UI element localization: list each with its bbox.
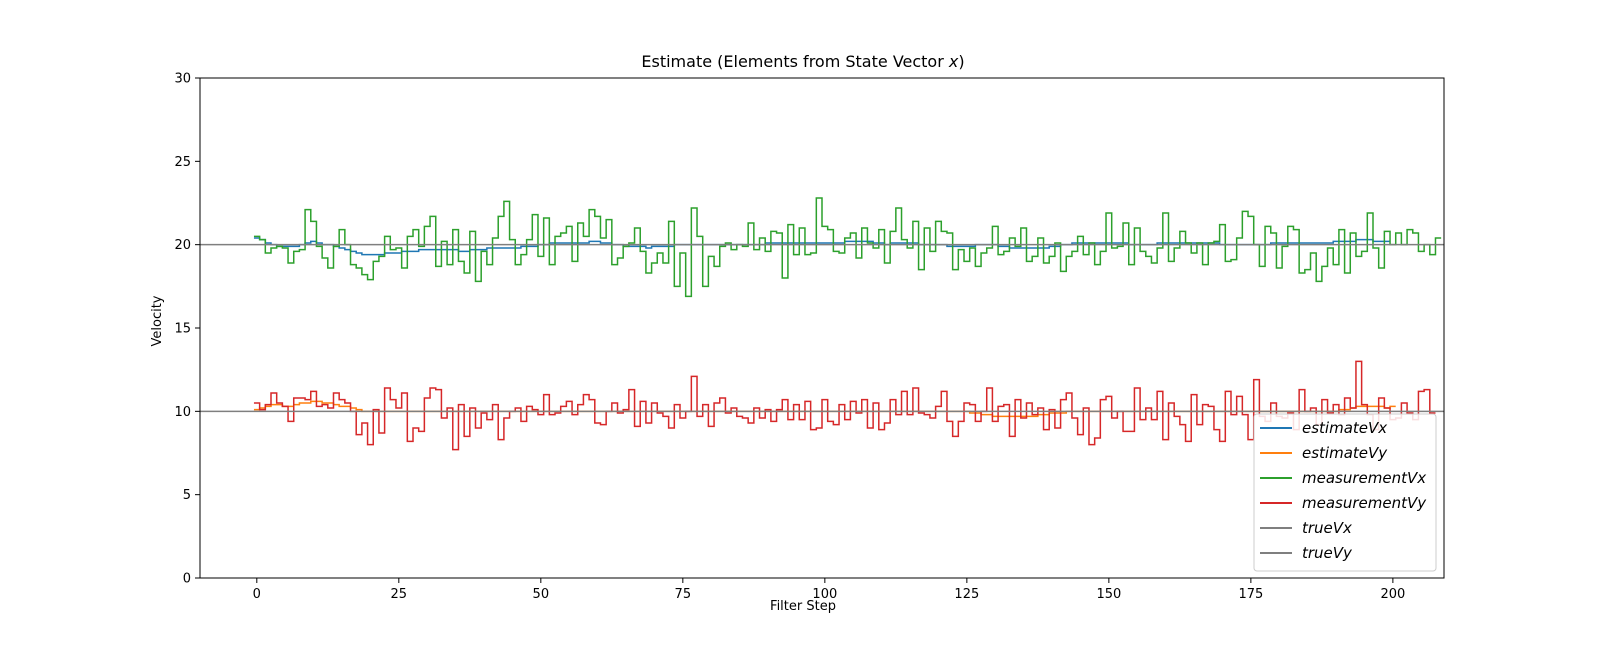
legend-label-trueVx: trueVx: [1302, 519, 1352, 537]
plot-area: [200, 197, 1444, 451]
x-tick-label: 0: [253, 587, 261, 602]
y-tick-label: 15: [174, 322, 191, 337]
y-tick-label: 20: [174, 238, 191, 253]
x-tick-label: 25: [391, 587, 408, 602]
y-axis-label: Velocity: [150, 295, 165, 346]
legend-label-estimateVx: estimateVx: [1302, 419, 1387, 437]
y-tick-label: 10: [174, 405, 191, 420]
series-line-measurementVy: [253, 360, 1436, 451]
y-tick-label: 5: [183, 488, 191, 503]
x-tick-label: 150: [1096, 587, 1121, 602]
chart-title-main: Estimate (Elements from State Vector: [641, 52, 949, 71]
series-line-estimateVy: [253, 400, 1396, 418]
chart-title: Estimate (Elements from State Vector x): [641, 52, 964, 71]
legend-label-measurementVx: measurementVx: [1302, 469, 1426, 487]
x-tick-label: 75: [675, 587, 692, 602]
x-axis-label: Filter Step: [770, 599, 836, 614]
x-tick-label: 50: [533, 587, 550, 602]
y-tick-label: 30: [174, 72, 191, 87]
y-tick-label: 0: [183, 572, 191, 587]
x-tick-label: 125: [954, 587, 979, 602]
legend-box: [1253, 413, 1437, 572]
chart-title-var: x: [948, 52, 959, 71]
series-line-estimateVx: [253, 237, 1391, 256]
legend-label-estimateVy: estimateVy: [1302, 444, 1388, 462]
x-tick-label: 175: [1238, 587, 1263, 602]
legend-label-trueVy: trueVy: [1302, 544, 1353, 562]
legend-label-measurementVy: measurementVy: [1302, 494, 1427, 512]
axes: 0 25 50 75 100 125 150 175 200 0 5 10 15 20 25 30: [174, 72, 1445, 602]
y-tick-label: 25: [174, 155, 191, 170]
x-tick-label: 200: [1380, 587, 1405, 602]
chart-title-end: ): [958, 52, 964, 71]
x-tick-label: 100: [812, 587, 837, 602]
series-line-measurementVx: [253, 197, 1442, 298]
legend: estimateVx estimateVy measurementVx measure…: [1253, 413, 1437, 572]
